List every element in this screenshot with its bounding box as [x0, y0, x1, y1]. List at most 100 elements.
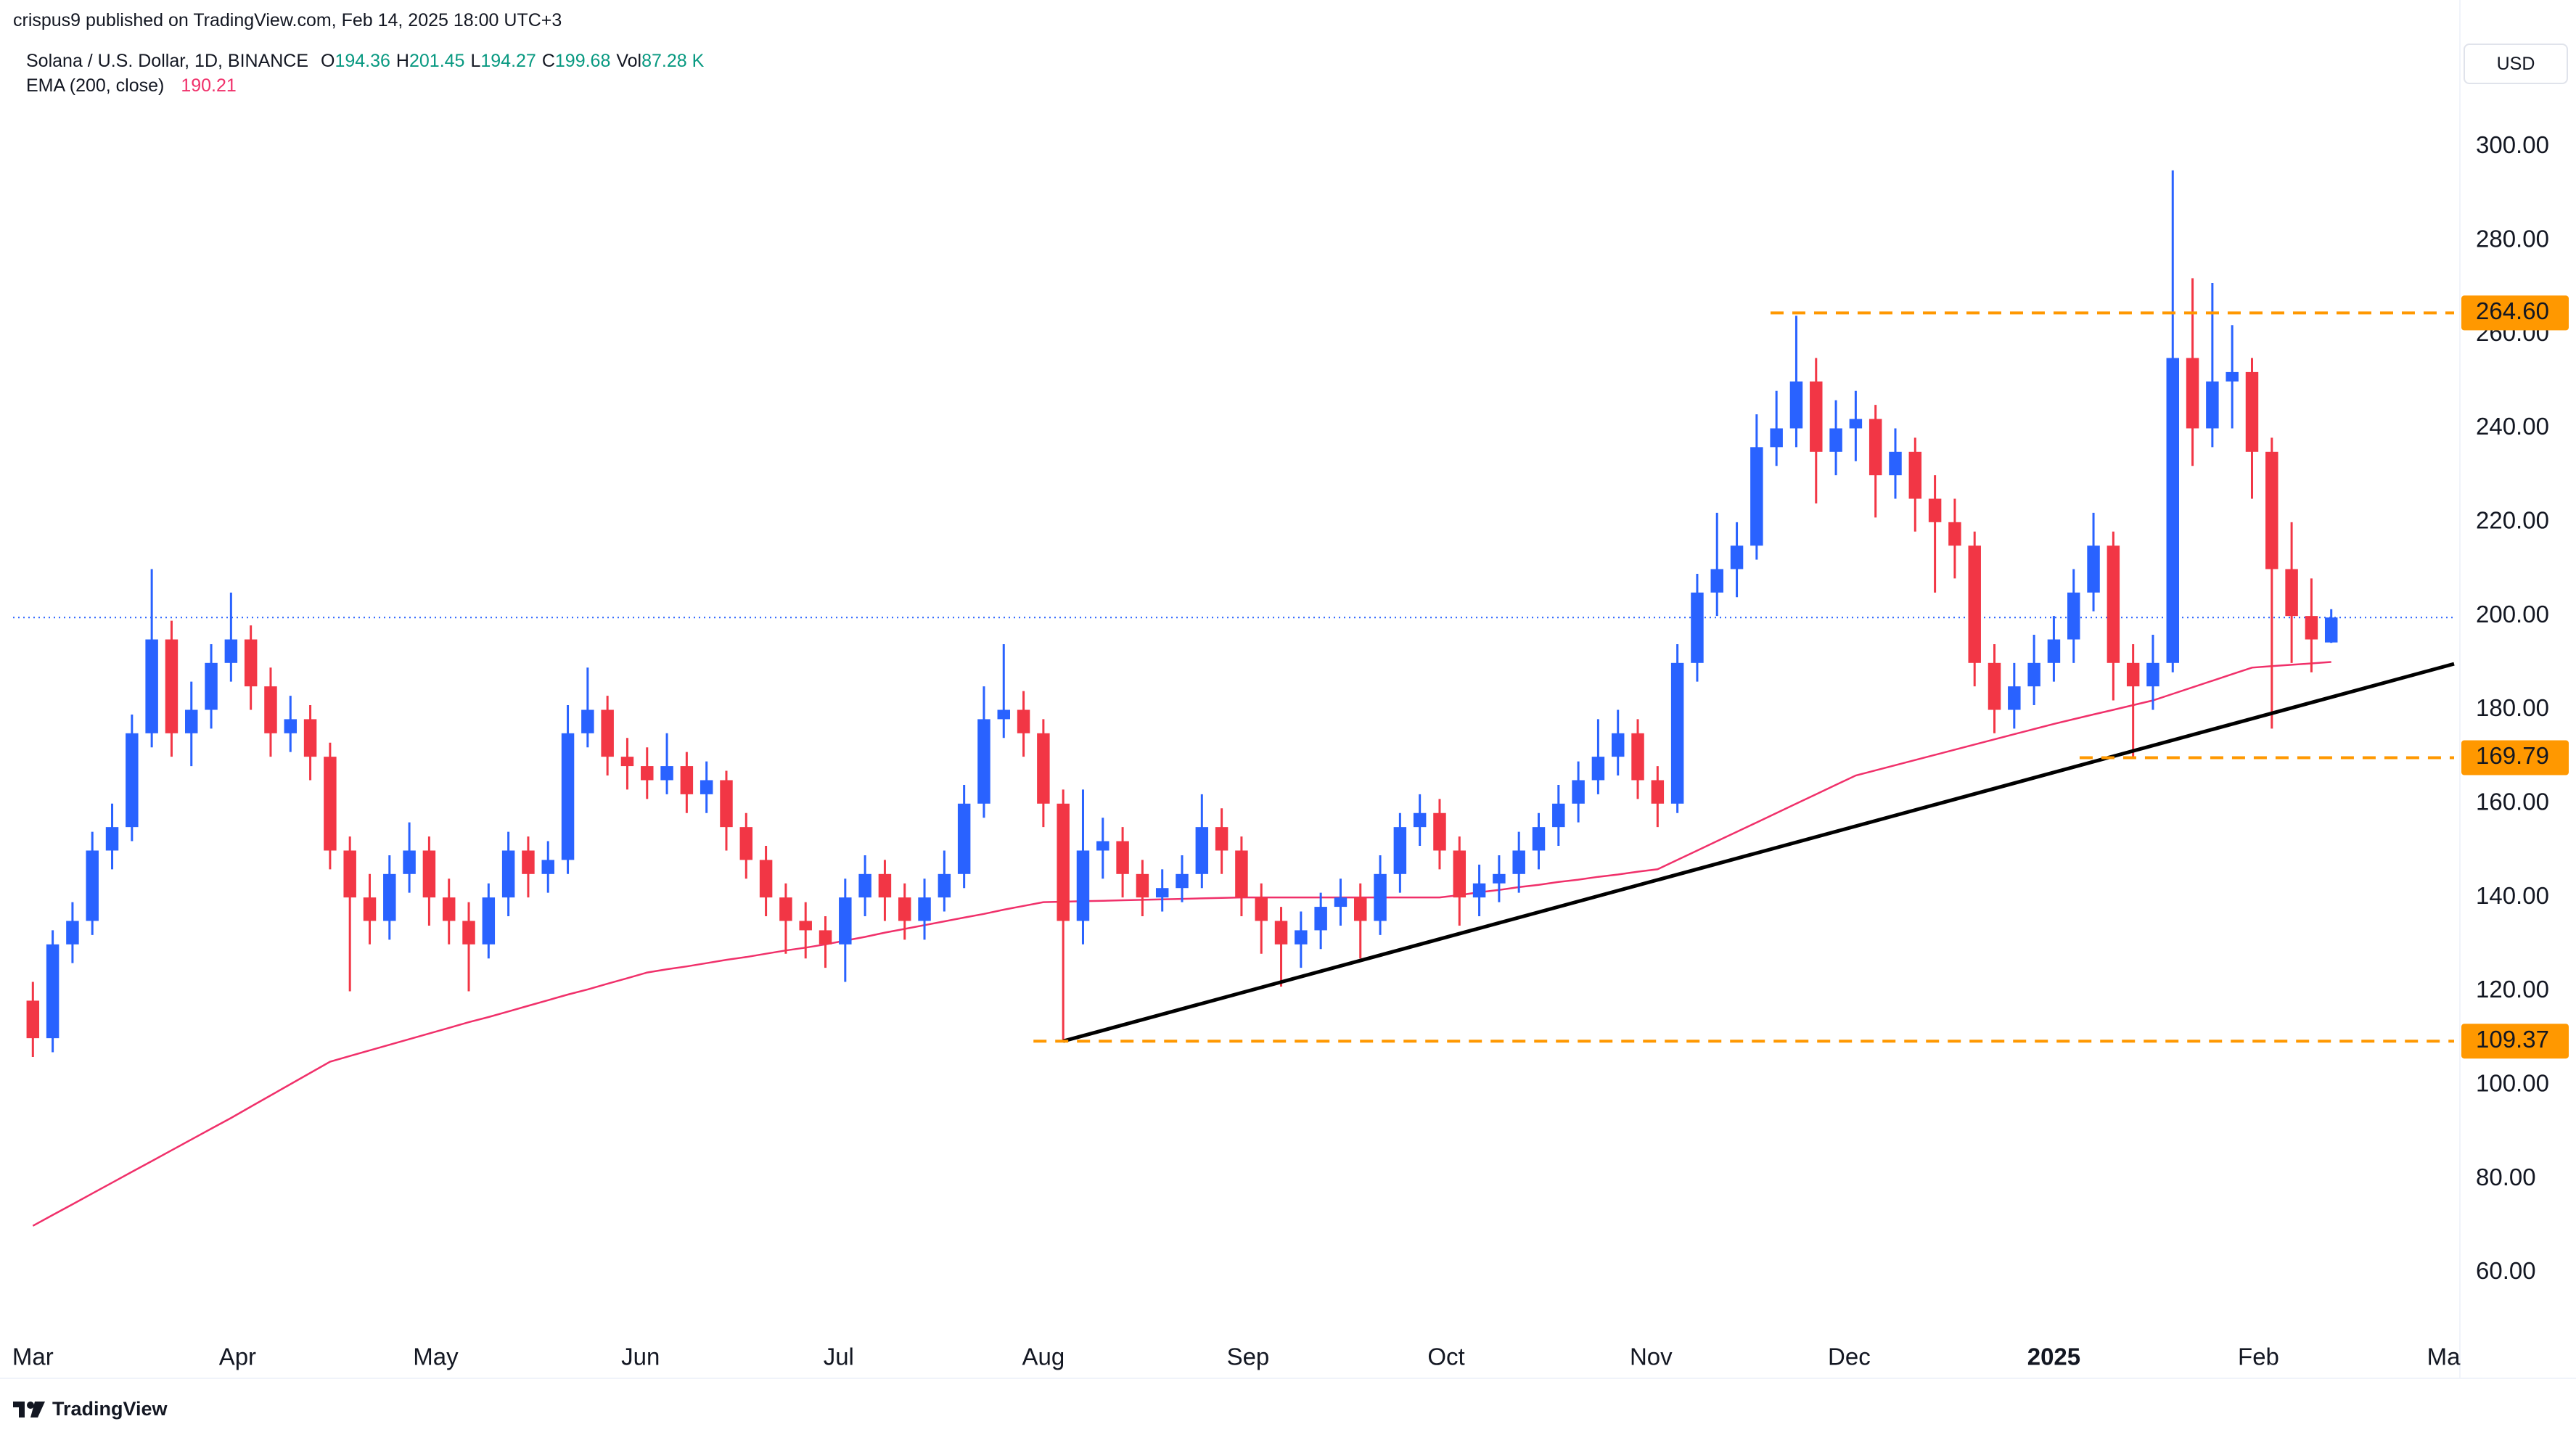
candle-body	[2285, 569, 2298, 617]
candle-body	[1195, 827, 1209, 874]
candle-body	[739, 827, 753, 860]
candle-body	[1136, 873, 1149, 898]
candle-body	[977, 719, 990, 804]
candle-body	[501, 850, 515, 898]
candle-body	[1037, 733, 1050, 804]
symbol-row: Solana / U.S. Dollar, 1D, BINANCE O194.3…	[26, 51, 707, 72]
y-tick-label: 180.00	[2476, 694, 2549, 721]
candle-body	[700, 780, 713, 794]
candle-body	[1869, 419, 1882, 476]
candle-body	[1691, 592, 1704, 663]
x-tick-label: Jul	[824, 1343, 854, 1370]
ohlcv-value: 87.28 K	[641, 51, 705, 71]
x-tick-label: 2025	[2027, 1343, 2080, 1370]
candle-body	[1393, 827, 1407, 874]
y-tick-label: 80.00	[2476, 1164, 2536, 1190]
y-tick-label: 220.00	[2476, 507, 2549, 534]
candle-body	[46, 944, 60, 1039]
candle-body	[1215, 827, 1228, 851]
candle-body	[1295, 930, 1308, 945]
ohlcv-label: O	[321, 51, 335, 71]
candle-body	[1096, 841, 1109, 851]
currency-button[interactable]: USD	[2464, 44, 2568, 84]
candle-body	[522, 850, 535, 874]
y-tick-label: 280.00	[2476, 226, 2549, 252]
x-tick-label: Sep	[1227, 1343, 1270, 1370]
candle-body	[1274, 921, 1288, 945]
candle-body	[244, 639, 258, 687]
candle-body	[462, 921, 475, 945]
y-tick-label: 300.00	[2476, 131, 2549, 158]
ohlcv-value: 194.27	[480, 51, 536, 71]
candle-body	[898, 897, 911, 921]
candle-body	[541, 860, 554, 874]
candle-body	[1829, 428, 1842, 452]
candle-body	[1849, 419, 1863, 429]
y-tick-label: 160.00	[2476, 789, 2549, 815]
ohlcv-value: 194.36	[335, 51, 390, 71]
ohlcv-value: 201.45	[409, 51, 465, 71]
x-tick-label: Oct	[1427, 1343, 1464, 1370]
y-tick-label: 140.00	[2476, 882, 2549, 909]
candle-body	[2126, 662, 2140, 687]
candle-body	[1948, 522, 1961, 546]
y-tick-label: 100.00	[2476, 1070, 2549, 1097]
candle-body	[1017, 709, 1030, 733]
candle-body	[1314, 907, 1327, 931]
candle-body	[66, 921, 79, 945]
candle-body	[2305, 616, 2318, 640]
candle-body	[2206, 381, 2219, 429]
y-tick-label: 120.00	[2476, 976, 2549, 1003]
candle-body	[1413, 812, 1427, 828]
candle-body	[1552, 803, 1565, 828]
candle-body	[442, 897, 456, 921]
candle-body	[1591, 757, 1605, 781]
candle-body	[1750, 447, 1763, 546]
candle-body	[1968, 546, 1981, 663]
candle-body	[1889, 451, 1902, 476]
candle-body	[601, 709, 614, 757]
candle-body	[126, 733, 139, 828]
candle-body	[165, 639, 179, 733]
candle-body	[997, 709, 1010, 720]
candle-body	[561, 733, 575, 860]
candle-body	[1116, 841, 1129, 874]
ohlcv: O194.36 H201.45 L194.27 C199.68 Vol87.28 K	[315, 51, 705, 71]
symbol: Solana / U.S. Dollar, 1D, BINANCE	[26, 51, 309, 71]
brand: TradingView	[52, 1398, 168, 1420]
candle-body	[1928, 498, 1942, 522]
candle-body	[1255, 897, 1268, 921]
ohlcv-value: 199.68	[554, 51, 611, 71]
x-tick-label: Mar	[12, 1343, 54, 1370]
x-tick-label: May	[413, 1343, 459, 1370]
candle-body	[2067, 592, 2080, 640]
candle-body	[1453, 850, 1467, 898]
x-tick-label: Apr	[219, 1343, 256, 1370]
candle-body	[343, 850, 356, 898]
x-tick-label: Aug	[1022, 1343, 1065, 1370]
candle-body	[2087, 546, 2100, 593]
candle-body	[2166, 358, 2180, 663]
candle-body	[1176, 873, 1189, 889]
candle-body	[1770, 428, 1783, 448]
candle-body	[957, 803, 971, 874]
candle-body	[1472, 883, 1486, 898]
indicator-value: 190.21	[181, 75, 237, 96]
candle-body	[858, 873, 871, 898]
x-tick-label: Dec	[1828, 1343, 1871, 1370]
candle-body	[2265, 451, 2278, 569]
candle-body	[2186, 358, 2199, 429]
candle-body	[2107, 546, 2120, 663]
candle-body	[1670, 662, 1684, 804]
candle-body	[1908, 451, 1922, 499]
footer: TradingView	[13, 1398, 168, 1420]
candle-body	[1631, 733, 1644, 781]
candle-body	[1354, 897, 1367, 921]
candle-body	[1710, 569, 1723, 593]
candle-body	[1532, 827, 1546, 851]
candle-body	[185, 709, 198, 733]
candle-body	[1433, 812, 1446, 851]
candle-body	[284, 719, 298, 733]
candle-body	[720, 780, 733, 828]
